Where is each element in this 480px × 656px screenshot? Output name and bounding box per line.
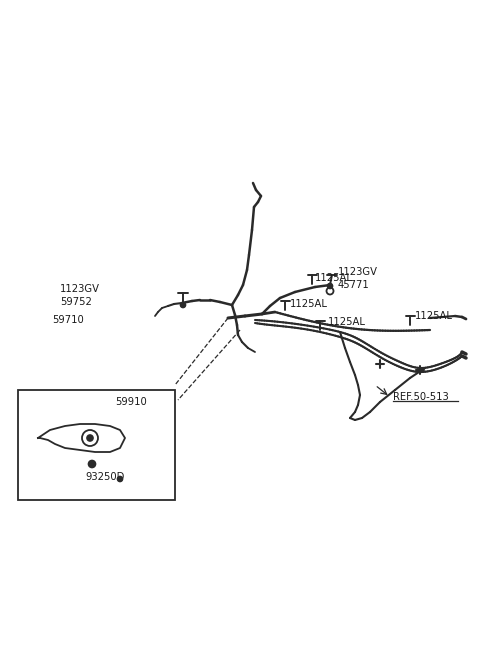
Text: 1125AL: 1125AL (415, 311, 453, 321)
Circle shape (118, 476, 122, 482)
Text: 59910: 59910 (115, 397, 147, 407)
Circle shape (180, 302, 185, 308)
Text: 45771: 45771 (338, 280, 370, 290)
Text: 1125AL: 1125AL (315, 273, 353, 283)
Text: 1125AL: 1125AL (328, 317, 366, 327)
Circle shape (88, 461, 96, 468)
Text: REF.50-513: REF.50-513 (393, 392, 449, 402)
Text: 59752: 59752 (60, 297, 92, 307)
Text: 1125AL: 1125AL (290, 299, 328, 309)
Text: 93250D: 93250D (85, 472, 124, 482)
Text: 1123GV: 1123GV (60, 284, 100, 294)
Circle shape (87, 435, 93, 441)
Text: 1123GV: 1123GV (338, 267, 378, 277)
Bar (18, 390, 175, 500)
Circle shape (327, 283, 333, 289)
Text: 59710: 59710 (52, 315, 84, 325)
